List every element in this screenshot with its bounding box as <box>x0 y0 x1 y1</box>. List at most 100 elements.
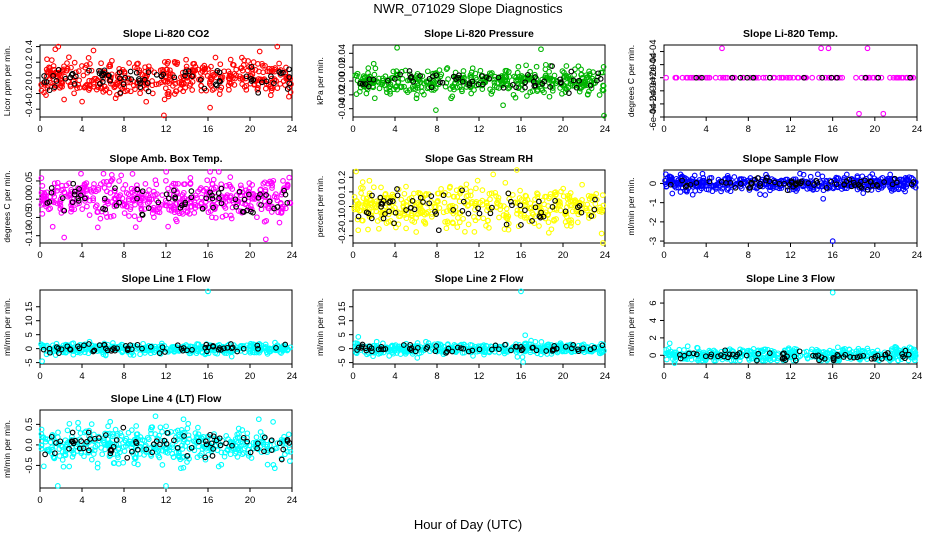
data-point <box>825 45 832 52</box>
data-point <box>165 58 171 65</box>
y-tick-label: 0.2 <box>337 171 348 184</box>
data-point <box>720 74 726 81</box>
data-point <box>477 67 484 74</box>
data-point <box>109 57 115 64</box>
data-point <box>551 216 557 223</box>
data-point <box>591 206 598 213</box>
data-point <box>184 453 191 459</box>
data-point <box>549 347 556 354</box>
data-point <box>384 89 390 96</box>
data-point <box>466 82 473 88</box>
data-point <box>893 74 899 81</box>
data-point <box>38 175 45 181</box>
data-point <box>169 444 176 451</box>
data-point <box>829 238 836 244</box>
y-tick-label: -0.2 <box>337 228 348 244</box>
data-point <box>105 423 111 430</box>
data-point <box>353 72 360 79</box>
data-point <box>143 98 150 105</box>
data-point <box>134 446 141 453</box>
data-point <box>41 194 47 200</box>
data-point <box>40 80 47 87</box>
data-point <box>174 208 181 215</box>
data-point <box>178 427 185 433</box>
data-point <box>465 348 472 355</box>
data-point <box>428 83 434 90</box>
data-point <box>903 183 910 190</box>
data-point <box>466 80 473 86</box>
data-point <box>110 81 117 88</box>
data-point <box>881 179 887 185</box>
y-axis-label: ml/min per min. <box>626 177 636 235</box>
data-point <box>679 177 685 184</box>
data-point <box>163 168 170 175</box>
data-point <box>355 334 362 340</box>
data-point <box>563 63 570 69</box>
data-point <box>476 346 483 353</box>
data-point <box>876 357 882 364</box>
data-point <box>157 424 164 431</box>
data-point <box>240 343 247 349</box>
data-point <box>408 194 415 201</box>
data-point <box>522 207 528 214</box>
data-point <box>705 186 712 193</box>
data-point <box>470 353 476 359</box>
data-point <box>721 353 727 360</box>
data-point <box>677 171 684 178</box>
data-point <box>189 73 195 80</box>
data-point <box>380 198 387 204</box>
data-point <box>154 191 160 197</box>
data-point <box>71 188 78 195</box>
y-tick-label: 10 <box>24 315 35 326</box>
data-point <box>61 96 67 103</box>
data-point <box>907 352 913 359</box>
data-point <box>732 184 739 191</box>
data-point <box>899 351 905 357</box>
data-point <box>599 192 606 198</box>
data-point <box>506 196 513 202</box>
data-point <box>47 65 53 71</box>
data-point <box>463 181 470 188</box>
data-point <box>727 188 734 195</box>
data-point <box>276 440 283 447</box>
data-point <box>567 190 574 196</box>
data-point <box>228 439 235 446</box>
data-point <box>153 207 159 213</box>
data-point <box>117 90 124 96</box>
data-point <box>512 343 519 350</box>
data-point <box>588 213 595 219</box>
data-point <box>505 190 512 197</box>
data-point <box>907 74 913 81</box>
data-point <box>807 173 814 180</box>
data-point <box>235 446 242 452</box>
data-point <box>51 193 58 200</box>
y-tick-label: 0.1 <box>337 185 348 198</box>
data-point <box>486 225 492 231</box>
plot-frame <box>663 44 918 118</box>
data-point <box>61 207 68 214</box>
data-point <box>599 207 606 214</box>
data-point <box>90 197 97 204</box>
x-tick-label: 4 <box>392 371 397 382</box>
data-point <box>94 460 101 467</box>
data-point <box>385 219 392 225</box>
data-point <box>543 348 550 354</box>
x-tick-label: 24 <box>600 124 611 135</box>
data-point <box>854 354 861 361</box>
data-point <box>503 213 509 219</box>
data-point <box>471 229 478 235</box>
data-point <box>247 203 254 209</box>
data-point <box>127 88 134 95</box>
data-point <box>82 195 88 202</box>
data-point <box>107 418 114 425</box>
panel-title: Slope Line 3 Flow <box>746 273 836 285</box>
data-point <box>495 201 501 207</box>
data-point <box>578 209 585 216</box>
y-tick-label: -0.04 <box>337 98 348 120</box>
y-tick-label: 0.02 <box>337 58 348 77</box>
data-point <box>469 347 476 354</box>
data-point <box>195 431 202 438</box>
data-point <box>38 442 45 448</box>
data-point <box>112 188 118 194</box>
data-point <box>258 202 264 208</box>
